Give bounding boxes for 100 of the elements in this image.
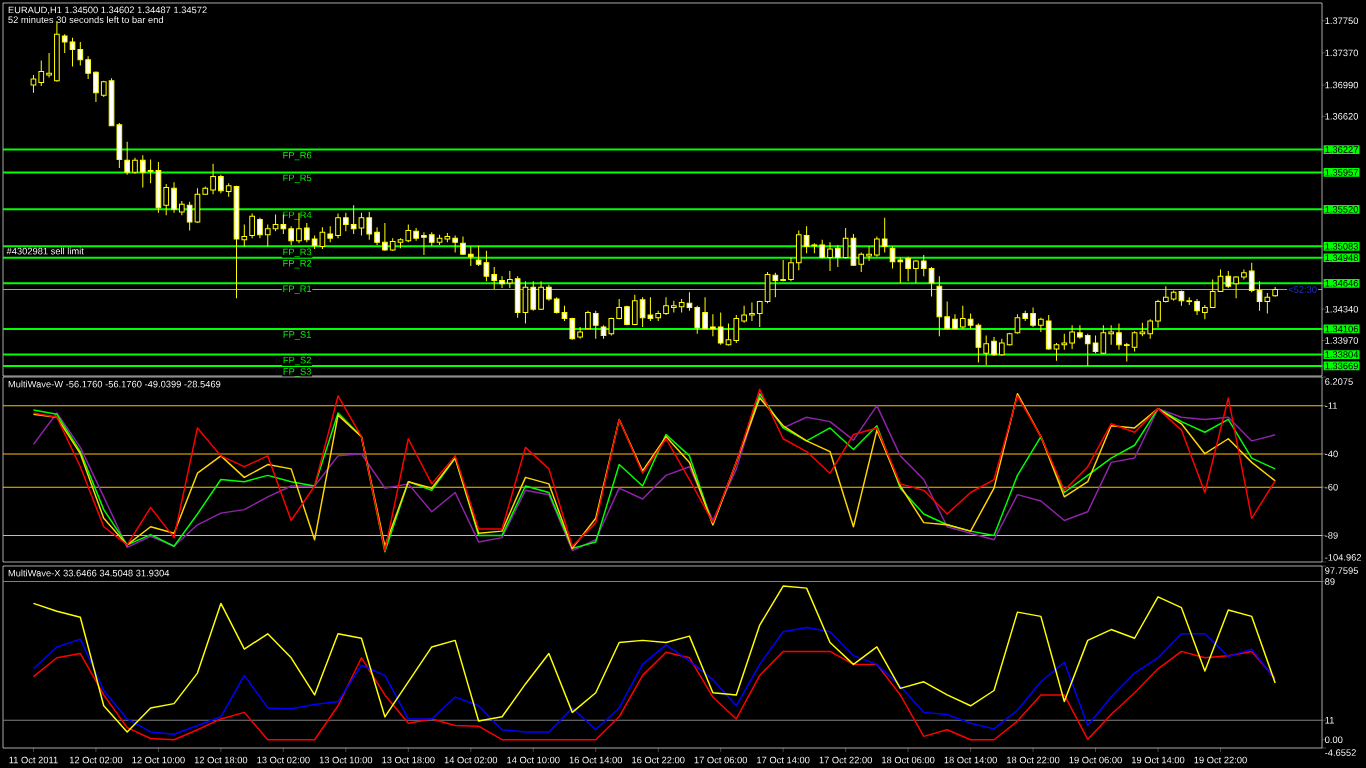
x-tick-label: 12 Oct 10:00 [132, 756, 185, 764]
candlestick [303, 222, 310, 243]
candlestick [710, 313, 716, 337]
candlestick [342, 212, 349, 232]
candlestick [944, 301, 951, 330]
candlestick [631, 294, 638, 326]
y-tick-label: -104.962 [1325, 554, 1362, 561]
candlestick [1030, 306, 1036, 328]
x-tick-label: 13 Oct 02:00 [257, 756, 310, 764]
annotation: <52:30 [1288, 286, 1317, 293]
y-tick-label: 1.35083 [1325, 243, 1358, 250]
x-tick-label: 16 Oct 22:00 [632, 756, 685, 764]
candlestick [874, 235, 880, 258]
candlestick [663, 296, 669, 316]
candlestick [756, 300, 763, 328]
candlestick [866, 246, 872, 262]
candlestick [288, 225, 295, 246]
candlestick [257, 217, 263, 239]
candlestick [530, 280, 537, 312]
candlestick [139, 154, 146, 188]
y-tick-label: 0.00 [1325, 736, 1343, 744]
candlestick [717, 312, 724, 346]
annotation: #4302981 sell limit [6, 247, 84, 255]
candlestick [1069, 324, 1075, 350]
candlestick [124, 141, 131, 176]
x-tick-label: 19 Oct 14:00 [1132, 756, 1185, 764]
candlestick [249, 213, 255, 239]
candlestick [694, 305, 701, 335]
candlestick [335, 213, 341, 239]
x-tick-label: 16 Oct 14:00 [569, 756, 623, 764]
candlestick [382, 222, 388, 252]
ref-line-label: FP_R5 [283, 174, 312, 183]
candlestick [733, 314, 740, 344]
y-tick-label: 1.35957 [1325, 169, 1358, 176]
y-tick-label: 1.34948 [1325, 254, 1359, 262]
candlestick [1108, 324, 1114, 346]
candlestick [1123, 342, 1130, 363]
candlestick [1077, 324, 1083, 340]
candlestick [499, 275, 505, 289]
y-tick-label: -89 [1325, 532, 1338, 539]
x-tick-label: 19 Oct 22:00 [1194, 756, 1247, 764]
candlestick [905, 256, 911, 282]
y-tick-label: 1.34106 [1325, 325, 1358, 333]
y-tick-label: 1.36620 [1325, 113, 1359, 120]
candlestick [467, 246, 474, 267]
x-tick-label: 13 Oct 18:00 [382, 756, 435, 764]
y-tick-label: 1.34646 [1325, 280, 1358, 287]
x-tick-label: 18 Oct 22:00 [1007, 756, 1060, 764]
x-tick-label: 11 Oct 2011 [9, 756, 58, 764]
candlestick [491, 266, 498, 290]
candlestick [592, 310, 599, 340]
x-tick-label: 19 Oct 06:00 [1069, 756, 1122, 764]
candlestick [881, 217, 888, 254]
candlestick [61, 33, 68, 54]
candlestick [928, 266, 935, 297]
candlestick [1202, 304, 1208, 320]
y-tick-label: 11 [1325, 716, 1334, 724]
y-tick-label: -40 [1325, 450, 1338, 458]
x-tick-label: 18 Oct 06:00 [882, 756, 935, 764]
ref-line-label: FP_R3 [283, 248, 312, 257]
ref-line-label: FP_R2 [283, 260, 312, 269]
candlestick [788, 257, 794, 282]
candlestick [421, 231, 427, 256]
candlestick [264, 224, 271, 248]
y-tick-label: -60 [1325, 483, 1338, 491]
y-tick-label: 97.7595 [1325, 567, 1359, 574]
candlestick [702, 296, 708, 330]
y-tick-label: 1.33970 [1325, 337, 1359, 344]
x-tick-label: 18 Oct 14:00 [944, 756, 997, 764]
y-tick-label: 1.34340 [1325, 305, 1359, 313]
ref-line-label: FP_S1 [283, 331, 311, 340]
x-tick-label: 17 Oct 14:00 [757, 756, 810, 764]
candlestick [85, 55, 91, 80]
x-tick-label: 14 Oct 10:00 [507, 756, 560, 764]
candlestick [920, 254, 927, 277]
y-tick-label: 1.36227 [1325, 146, 1358, 153]
y-tick-label: 1.37750 [1325, 17, 1359, 25]
y-tick-label: 6.2075 [1325, 378, 1353, 385]
candlestick [1116, 323, 1122, 351]
candlestick [913, 259, 919, 284]
candlestick [834, 244, 841, 268]
y-tick-label: 1.35520 [1325, 206, 1359, 213]
y-tick-label: 89 [1325, 578, 1335, 585]
x-tick-label: 13 Oct 10:00 [319, 756, 373, 764]
y-tick-label: -4.6552 [1325, 749, 1356, 756]
candlestick [1038, 317, 1044, 333]
ref-line-label: FP_S2 [283, 356, 311, 366]
candlestick [218, 174, 224, 194]
y-tick-label: 1.33669 [1325, 362, 1358, 370]
candlestick [38, 60, 45, 87]
candlestick [959, 305, 966, 330]
candlestick [897, 257, 904, 284]
x-tick-label: 14 Oct 02:00 [444, 756, 498, 764]
candlestick [1233, 275, 1239, 299]
candlestick [538, 280, 544, 311]
candlestick [1241, 268, 1247, 281]
candlestick [366, 211, 373, 241]
candlestick [1084, 333, 1091, 367]
candlestick [1155, 299, 1161, 329]
candlestick [1147, 318, 1154, 340]
